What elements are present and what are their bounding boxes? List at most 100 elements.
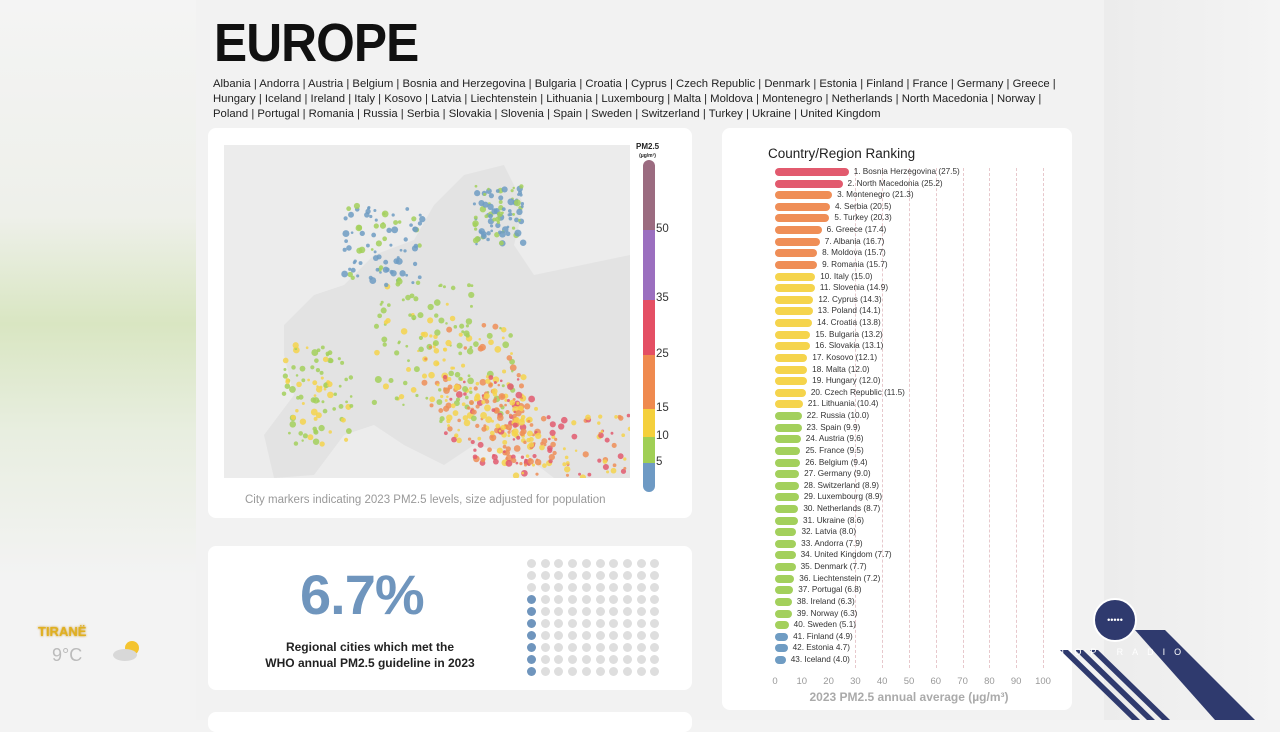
city-dot (595, 631, 605, 640)
city-marker (449, 397, 453, 401)
city-dot (622, 655, 632, 664)
city-marker (610, 431, 614, 435)
bar-label: 41. Finland (4.9) (793, 631, 853, 641)
city-marker (307, 434, 314, 441)
city-marker (343, 216, 348, 221)
city-marker (427, 317, 434, 324)
city-marker (433, 348, 440, 354)
city-marker (458, 332, 463, 337)
city-marker (382, 342, 387, 347)
city-marker (373, 323, 380, 329)
city-marker (463, 392, 467, 396)
city-marker (373, 223, 379, 229)
city-marker (301, 439, 304, 442)
city-marker (490, 435, 494, 439)
city-marker (421, 373, 428, 379)
city-marker (497, 383, 501, 387)
city-marker (512, 212, 516, 216)
city-marker (496, 447, 503, 454)
city-marker (614, 415, 618, 419)
city-marker (475, 242, 478, 246)
city-marker (562, 462, 567, 467)
city-marker (506, 398, 511, 403)
city-marker (517, 405, 524, 412)
city-marker (582, 451, 589, 458)
city-dot (636, 559, 646, 568)
city-marker (516, 208, 523, 216)
city-dot (595, 571, 605, 580)
city-marker (456, 437, 462, 444)
city-marker (364, 212, 370, 218)
city-marker (617, 453, 624, 460)
bar (775, 504, 799, 513)
city-marker (473, 341, 479, 347)
city-marker (384, 282, 389, 288)
bar-label: 7. Albania (16.7) (824, 236, 885, 246)
legend-tick: 15 (656, 402, 669, 414)
city-marker (461, 363, 466, 368)
city-marker (391, 226, 399, 234)
city-marker (312, 380, 318, 386)
city-marker (301, 378, 306, 383)
city-marker (501, 336, 505, 340)
city-marker (529, 423, 534, 427)
city-dot (554, 607, 564, 616)
city-marker (462, 415, 469, 421)
city-marker (494, 407, 500, 413)
city-marker (436, 399, 443, 405)
bar (775, 260, 818, 269)
city-marker (506, 355, 513, 361)
x-tick-label: 30 (850, 676, 861, 687)
city-dot (595, 667, 605, 676)
city-marker (467, 374, 471, 378)
bar (775, 342, 811, 351)
city-marker (433, 360, 440, 367)
city-marker (289, 421, 297, 428)
city-dot (595, 559, 605, 568)
city-dot (636, 583, 646, 592)
city-marker (491, 208, 498, 215)
city-marker (348, 375, 354, 380)
gridline (1016, 168, 1018, 668)
city-marker (428, 371, 435, 379)
bar-label: 6. Greece (17.4) (826, 225, 887, 235)
city-marker (480, 412, 488, 419)
bar (775, 470, 800, 479)
city-marker (487, 203, 494, 211)
city-marker (493, 381, 497, 385)
city-marker (359, 230, 365, 236)
city-marker (415, 393, 419, 398)
city-marker (475, 381, 480, 386)
partly-cloudy-icon (113, 641, 139, 661)
city-marker (310, 365, 315, 370)
legend-colorbar (643, 160, 655, 492)
background-left (0, 0, 200, 720)
city-dot (554, 631, 564, 640)
city-marker (509, 399, 516, 406)
city-marker (397, 341, 401, 345)
city-marker (443, 347, 448, 352)
city-marker (477, 436, 482, 441)
city-marker (434, 313, 439, 318)
city-marker (332, 407, 337, 411)
city-marker (447, 377, 452, 382)
city-marker (492, 398, 497, 404)
city-marker (442, 285, 446, 289)
city-marker (340, 360, 345, 365)
city-marker (606, 470, 610, 474)
city-dot (609, 595, 619, 604)
city-marker (379, 271, 382, 274)
bar (775, 353, 808, 362)
city-marker (485, 416, 493, 424)
city-marker (494, 232, 500, 238)
city-marker (500, 424, 506, 431)
city-marker (442, 358, 446, 362)
bar-label: 3. Montenegro (21.3) (837, 190, 914, 200)
city-marker (579, 474, 586, 478)
city-dot (650, 643, 660, 652)
bar (775, 237, 820, 246)
bar (775, 307, 813, 316)
city-marker (389, 243, 393, 247)
city-marker (310, 408, 318, 416)
city-marker (344, 437, 349, 442)
